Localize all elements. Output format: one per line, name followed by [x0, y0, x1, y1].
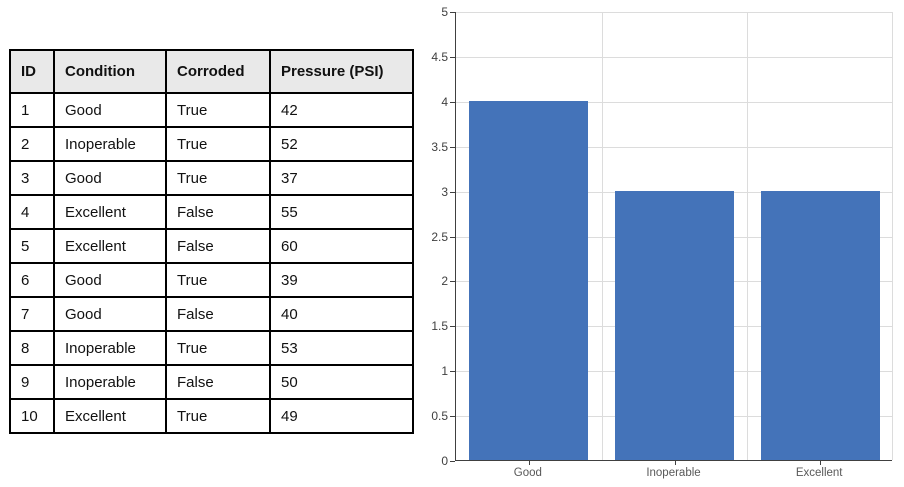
table-cell: Excellent: [53, 228, 167, 264]
column-header: ID: [9, 49, 55, 94]
y-tick-label: 4: [441, 94, 448, 109]
table-cell: True: [165, 262, 271, 298]
pipe-data-table: ID Condition Corroded Pressure (PSI) 1 Good T…: [9, 49, 414, 434]
table-cell: 52: [269, 126, 414, 162]
table-cell: Good: [53, 296, 167, 332]
table-cell: Good: [53, 92, 167, 128]
table-cell: 1: [9, 92, 55, 128]
table-row: 3 Good True 37: [9, 160, 414, 196]
y-tick-label: 3: [441, 184, 448, 199]
y-tick-label: 1: [441, 364, 448, 379]
h-gridline: [456, 146, 892, 148]
y-axis-tick: [450, 12, 455, 13]
h-gridline: [456, 101, 892, 103]
table-cell: 53: [269, 330, 414, 366]
v-gridline: [747, 12, 749, 460]
table-cell: True: [165, 92, 271, 128]
bar-good: [469, 100, 589, 460]
column-header: Condition: [53, 49, 167, 94]
y-axis-tick: [450, 236, 455, 238]
table-cell: False: [165, 228, 271, 264]
table-cell: 8: [9, 330, 55, 366]
table-cell: Good: [53, 262, 167, 298]
table-row: 7 Good False 40: [9, 296, 414, 332]
table-cell: 37: [269, 160, 414, 196]
table-cell: 7: [9, 296, 55, 332]
x-axis-tick: [528, 461, 530, 465]
table-cell: 9: [9, 364, 55, 400]
table-row: 6 Good True 39: [9, 262, 414, 298]
x-axis-tick: [674, 461, 676, 465]
table-cell: True: [165, 160, 271, 196]
y-axis-tick: [450, 326, 455, 328]
table-cell: Excellent: [53, 194, 167, 230]
y-axis-tick: [450, 56, 455, 58]
table-cell: 60: [269, 228, 414, 264]
v-gridline: [892, 12, 893, 460]
table-cell: 6: [9, 262, 55, 298]
y-axis-tick: [450, 416, 455, 418]
column-header: Corroded: [165, 49, 271, 94]
x-axis-tick: [820, 461, 822, 465]
y-tick-label: 1.5: [431, 319, 448, 334]
table-cell: False: [165, 296, 271, 332]
table-cell: Inoperable: [53, 126, 167, 162]
table-cell: True: [165, 398, 271, 434]
table-cell: 42: [269, 92, 414, 128]
x-category-label: Excellent: [795, 467, 843, 479]
y-axis-tick: [450, 191, 455, 193]
v-gridline: [601, 12, 603, 460]
chart-plot-area: [450, 12, 893, 465]
table-cell: Inoperable: [53, 330, 167, 366]
table-row: 2 Inoperable True 52: [9, 126, 414, 162]
bar-excellent: [760, 190, 880, 460]
table-cell: True: [165, 330, 271, 366]
table-body: 1 Good True 42 2 Inoperable True 52 3 Good True 37 4…: [9, 92, 414, 434]
x-category-label: Inoperable: [646, 467, 701, 479]
y-axis-tick: [450, 281, 455, 283]
table-cell: False: [165, 194, 271, 230]
y-axis-tick: [450, 146, 455, 148]
table-cell: 2: [9, 126, 55, 162]
table-cell: 10: [9, 398, 55, 434]
y-tick-label: 0.5: [431, 409, 448, 424]
table-cell: False: [165, 364, 271, 400]
h-gridline: [456, 56, 892, 58]
column-header: Pressure (PSI): [269, 49, 414, 94]
bar-chart: 0 0.5 1 1.5 2 2.5 3 3.5 4 4.5 5 Good Inoperable Exce…: [420, 0, 904, 487]
x-category-label: Good: [513, 467, 542, 479]
table-row: 10 Excellent True 49: [9, 398, 414, 434]
table-cell: True: [165, 126, 271, 162]
y-tick-label: 4.5: [431, 49, 448, 64]
table-row: 4 Excellent False 55: [9, 194, 414, 230]
h-gridline: [456, 12, 892, 13]
y-axis-tick: [450, 461, 455, 462]
table-cell: 5: [9, 228, 55, 264]
y-tick-label: 5: [441, 5, 448, 19]
table-row: 5 Excellent False 60: [9, 228, 414, 264]
y-axis-tick: [450, 371, 455, 373]
table-header-row: ID Condition Corroded Pressure (PSI): [9, 49, 414, 94]
table-cell: Inoperable: [53, 364, 167, 400]
table-cell: 49: [269, 398, 414, 434]
table-row: 9 Inoperable False 50: [9, 364, 414, 400]
y-tick-label: 2: [441, 274, 448, 289]
table-header: ID Condition Corroded Pressure (PSI): [9, 49, 414, 94]
table-cell: Excellent: [53, 398, 167, 434]
table-row: 8 Inoperable True 53: [9, 330, 414, 366]
y-tick-label: 0: [441, 454, 448, 468]
y-axis-tick: [450, 101, 455, 103]
table-row: 1 Good True 42: [9, 92, 414, 128]
table-cell: 4: [9, 194, 55, 230]
y-tick-label: 2.5: [431, 229, 448, 244]
table-cell: 50: [269, 364, 414, 400]
y-tick-label: 3.5: [431, 139, 448, 154]
table-cell: Good: [53, 160, 167, 196]
table-cell: 40: [269, 296, 414, 332]
table-cell: 3: [9, 160, 55, 196]
bar-inoperable: [615, 190, 734, 460]
table-cell: 39: [269, 262, 414, 298]
table-cell: 55: [269, 194, 414, 230]
